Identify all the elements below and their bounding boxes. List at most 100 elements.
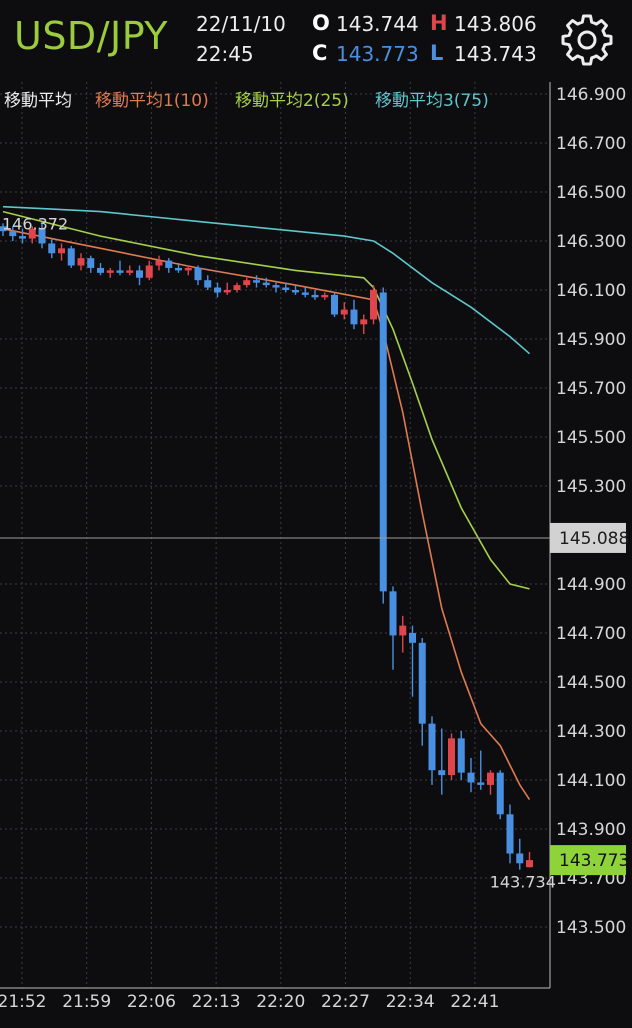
- candle: [38, 223, 46, 249]
- candle-body: [58, 248, 65, 254]
- candle: [438, 728, 446, 795]
- candle-body: [116, 270, 124, 273]
- candle-body: [272, 285, 280, 288]
- candle-body: [87, 258, 95, 268]
- candle: [116, 260, 124, 276]
- candle-body: [467, 772, 475, 783]
- candle: [457, 731, 465, 780]
- candle: [292, 285, 299, 295]
- candle: [389, 586, 397, 670]
- time-tick-label: 22:13: [192, 992, 241, 1012]
- candlestick-chart[interactable]: 146.900 146.700 146.500 146.300 146.100 145.9…: [0, 82, 632, 1024]
- candle: [350, 299, 358, 330]
- candle-body: [223, 290, 231, 293]
- candle-body: [243, 280, 251, 286]
- candle-body: [262, 282, 270, 286]
- candle: [97, 263, 104, 276]
- candle: [448, 733, 455, 780]
- candle-body: [418, 642, 426, 724]
- time-tick-label: 22:41: [450, 992, 499, 1012]
- candle: [379, 287, 387, 604]
- candle-body: [487, 772, 494, 785]
- legend-ma1[interactable]: 移動平均1(10): [95, 91, 209, 111]
- time-tick-label: 22:34: [386, 992, 435, 1012]
- candle: [184, 265, 192, 276]
- candle: [506, 804, 514, 864]
- candle-body: [282, 287, 290, 290]
- candle-body: [321, 294, 329, 298]
- candle-body: [175, 267, 182, 271]
- low-value: 143.743: [454, 42, 537, 66]
- candle-body: [389, 591, 397, 636]
- price-tick-label: 143.900: [556, 820, 626, 840]
- time-axis: 21:52 21:59 22:06 22:13 22:20 22:27 22:34 22:41: [0, 992, 499, 1012]
- candle: [204, 275, 212, 290]
- gear-icon[interactable]: [559, 12, 615, 68]
- candle: [58, 243, 65, 261]
- candle: [145, 260, 153, 281]
- candle-body: [409, 633, 416, 643]
- candle-body: [214, 287, 221, 293]
- candle: [77, 253, 85, 271]
- candle-body: [448, 738, 455, 776]
- price-tick-label: 145.900: [556, 330, 626, 350]
- candle: [467, 757, 475, 793]
- candle: [9, 226, 17, 241]
- candle: [28, 226, 36, 244]
- candle: [233, 282, 241, 293]
- chart-area[interactable]: 146.900 146.700 146.500 146.300 146.100 145.9…: [0, 82, 632, 1024]
- candle-body: [506, 814, 514, 854]
- chart-header: USD/JPY 22/11/10 22:45 O 143.744 H 143.8…: [0, 0, 632, 80]
- candle-body: [496, 772, 504, 815]
- price-tick-label: 146.100: [556, 281, 626, 301]
- price-tick-label: 146.500: [556, 183, 626, 203]
- quote-date: 22/11/10: [196, 12, 286, 36]
- candle-body: [428, 723, 436, 771]
- open-value: 143.744: [336, 12, 419, 36]
- candle-body: [370, 290, 377, 320]
- candle-body: [350, 309, 358, 325]
- high-label: H: [430, 11, 448, 35]
- time-tick-label: 21:52: [0, 992, 47, 1012]
- candle: [282, 282, 290, 293]
- candle-body: [477, 782, 485, 785]
- symbol-title[interactable]: USD/JPY: [14, 14, 168, 58]
- candle: [487, 770, 494, 795]
- candle-body: [9, 231, 17, 237]
- candle: [126, 265, 134, 276]
- candle-body: [77, 258, 85, 266]
- min-price-label: 143.734: [490, 873, 556, 892]
- candle-body: [311, 294, 319, 298]
- high-value: 143.806: [454, 12, 537, 36]
- chart-annotations: 145.088 143.773 146.372 143.734: [0, 214, 629, 892]
- candle: [19, 228, 26, 244]
- candle: [418, 637, 426, 746]
- moving-average-ma3: [2, 205, 531, 355]
- candle: [496, 770, 504, 820]
- time-tick-label: 22:27: [321, 992, 370, 1012]
- grid: [0, 82, 550, 988]
- candle: [87, 255, 95, 273]
- time-tick-label: 21:59: [62, 992, 111, 1012]
- legend-ma3[interactable]: 移動平均3(75): [375, 91, 489, 111]
- candle-body: [38, 228, 46, 244]
- candle-body: [204, 280, 212, 288]
- candle: [253, 275, 260, 288]
- candle-body: [379, 292, 387, 592]
- close-label: C: [312, 41, 328, 65]
- candle-body: [184, 267, 192, 271]
- legend-ma2[interactable]: 移動平均2(25): [235, 91, 349, 111]
- candle-body: [457, 738, 465, 773]
- candle-body: [155, 260, 163, 266]
- crosshair-price-label: 145.088: [559, 529, 629, 549]
- candle-body: [97, 267, 104, 273]
- price-tick-label: 145.700: [556, 379, 626, 399]
- price-tick-label: 143.500: [556, 918, 626, 938]
- candle-body: [194, 267, 202, 281]
- candle-body: [233, 285, 241, 290]
- price-tick-label: 144.100: [556, 771, 626, 791]
- candle-body: [301, 292, 309, 295]
- candle: [428, 716, 436, 785]
- candle: [399, 615, 407, 653]
- candle: [516, 838, 524, 870]
